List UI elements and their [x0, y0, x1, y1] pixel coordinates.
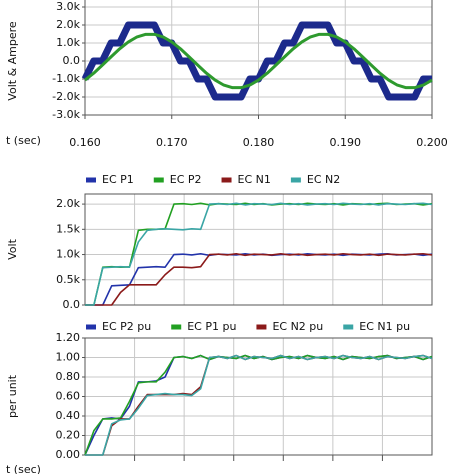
- legend-label: EC N2 pu: [272, 320, 323, 333]
- y-tick-label: 2.0k: [56, 18, 80, 31]
- y-tick-label: 0.5k: [56, 273, 80, 286]
- y-tick-label: 1.00: [56, 351, 81, 364]
- legend-label: EC N2: [307, 173, 340, 186]
- y-tick-label: 1.0k: [56, 36, 80, 49]
- y-tick-label: 0.80: [56, 370, 81, 383]
- x-axis-label: t (sec): [6, 463, 41, 474]
- y-tick-label: 0.0: [63, 298, 81, 311]
- x-tick-label: 0.180: [243, 136, 275, 149]
- y-tick-label: 1.0k: [56, 248, 80, 261]
- y-axis-label: Volt: [6, 238, 19, 259]
- plot-frame: [84, 193, 433, 306]
- y-tick-label: -3.0k: [52, 108, 80, 121]
- y-tick-label: 1.5k: [56, 222, 80, 235]
- y-tick-label: 2.0k: [56, 197, 80, 210]
- y-tick-label: 0.0: [63, 54, 81, 67]
- y-axis-label: Volt & Ampere: [6, 21, 19, 101]
- series-line: [85, 354, 433, 456]
- y-tick-label: 0.40: [56, 409, 81, 422]
- plot-area: [85, 194, 432, 305]
- x-axis-label: t (sec): [6, 134, 41, 147]
- x-tick-label: 0.170: [156, 136, 188, 149]
- legend-label: EC P2 pu: [102, 320, 151, 333]
- legend-label: EC P2: [170, 173, 202, 186]
- y-tick-label: 0.60: [56, 390, 81, 403]
- series-line: [84, 32, 433, 90]
- plot-frame: [84, 0, 433, 116]
- y-tick-label: 1.20: [56, 331, 81, 344]
- series-line: [85, 202, 433, 306]
- y-tick-label: -2.0k: [52, 90, 80, 103]
- legend-label: EC N1: [238, 173, 271, 186]
- y-tick-label: 0.20: [56, 429, 81, 442]
- legend-label: EC N1 pu: [359, 320, 410, 333]
- y-axis-label: per unit: [6, 374, 19, 418]
- y-tick-label: 3.0k: [56, 0, 80, 13]
- y-tick-label: -1.0k: [52, 72, 80, 85]
- legend-label: EC P1 pu: [187, 320, 236, 333]
- legend-label: EC P1: [102, 173, 134, 186]
- x-tick-label: 0.190: [330, 136, 362, 149]
- x-tick-label: 0.160: [69, 136, 101, 149]
- series-line: [85, 252, 433, 306]
- y-tick-label: 0.00: [56, 448, 81, 461]
- x-tick-label: 0.200: [416, 136, 448, 149]
- plot-frame: [84, 337, 433, 456]
